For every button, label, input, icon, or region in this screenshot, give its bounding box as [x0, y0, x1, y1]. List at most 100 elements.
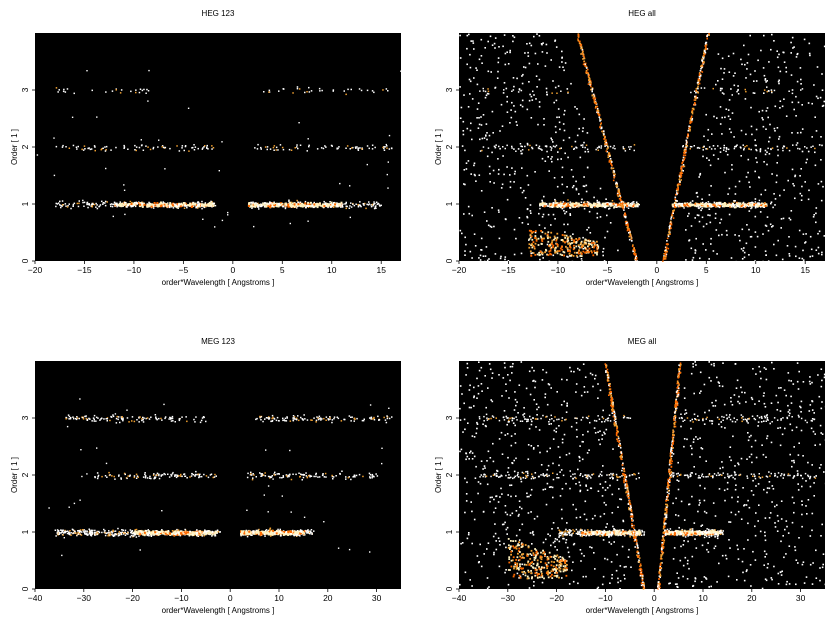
- data-point: [716, 205, 719, 208]
- data-point: [169, 206, 171, 209]
- data-point: [130, 531, 132, 534]
- data-point: [459, 34, 461, 37]
- data-point: [723, 144, 725, 147]
- data-point: [187, 107, 190, 109]
- data-point: [83, 530, 85, 533]
- data-point: [596, 253, 598, 256]
- data-point: [345, 93, 347, 96]
- data-point: [72, 532, 75, 534]
- data-point: [821, 89, 824, 91]
- data-point: [76, 202, 79, 205]
- data-point: [552, 244, 555, 247]
- data-point: [634, 204, 636, 207]
- data-point: [184, 145, 187, 147]
- data-point: [621, 203, 624, 205]
- x-tick-label: 5: [704, 265, 709, 275]
- data-point: [134, 149, 136, 151]
- data-point: [201, 200, 203, 203]
- data-point: [316, 148, 319, 150]
- data-point: [63, 88, 65, 91]
- data-point: [479, 150, 482, 152]
- data-point: [103, 531, 106, 533]
- data-point: [748, 147, 750, 150]
- data-point: [534, 52, 537, 55]
- data-point: [527, 51, 529, 54]
- data-point: [696, 97, 699, 99]
- data-point: [718, 205, 720, 208]
- data-point: [676, 193, 678, 195]
- data-point: [513, 173, 516, 175]
- plot-area: [459, 33, 825, 261]
- data-point: [575, 188, 578, 191]
- data-point: [789, 218, 792, 221]
- data-point: [519, 143, 522, 145]
- data-point: [298, 532, 301, 535]
- data-point: [555, 99, 558, 102]
- data-point: [635, 201, 638, 203]
- data-point: [227, 214, 229, 216]
- data-point: [768, 136, 771, 139]
- data-point: [92, 529, 94, 532]
- data-point: [746, 224, 748, 226]
- data-point: [521, 99, 524, 102]
- data-point: [530, 244, 532, 247]
- data-point: [563, 234, 566, 237]
- data-point: [754, 215, 757, 218]
- data-point: [135, 528, 138, 531]
- data-point: [593, 96, 595, 98]
- data-point: [708, 203, 711, 206]
- data-point: [564, 62, 567, 64]
- data-point: [800, 83, 802, 85]
- data-point: [566, 237, 569, 240]
- data-point: [664, 254, 667, 257]
- data-point: [754, 70, 756, 72]
- data-point: [476, 83, 479, 86]
- data-point: [811, 255, 814, 257]
- data-point: [628, 229, 631, 232]
- data-point: [194, 531, 197, 534]
- data-point: [506, 95, 508, 98]
- data-point: [597, 203, 600, 205]
- data-point: [551, 243, 553, 245]
- data-point: [788, 90, 790, 92]
- data-point: [744, 145, 746, 148]
- data-point: [753, 80, 755, 82]
- data-point: [492, 132, 494, 134]
- data-point: [598, 116, 601, 118]
- data-point: [781, 258, 784, 261]
- data-point: [697, 85, 699, 88]
- data-point: [823, 45, 826, 48]
- data-point: [177, 531, 180, 534]
- data-point: [478, 123, 481, 126]
- data-point: [288, 200, 290, 203]
- data-point: [586, 71, 589, 74]
- data-point: [541, 231, 544, 234]
- data-point: [727, 109, 730, 111]
- data-point: [130, 534, 133, 537]
- data-point: [553, 235, 556, 238]
- data-point: [134, 144, 136, 147]
- data-point: [572, 185, 575, 187]
- data-point: [616, 185, 618, 188]
- data-point: [800, 199, 803, 201]
- data-point: [332, 90, 334, 92]
- data-point: [142, 149, 145, 151]
- data-point: [555, 239, 558, 242]
- data-point: [759, 150, 762, 153]
- data-point: [280, 531, 283, 534]
- data-point: [753, 92, 756, 94]
- data-point: [593, 203, 596, 206]
- x-tick-label: 10: [327, 265, 337, 275]
- data-point: [706, 37, 708, 40]
- data-point: [329, 205, 332, 208]
- data-point: [708, 194, 711, 196]
- data-point: [708, 34, 710, 36]
- data-point: [685, 229, 687, 231]
- data-point: [129, 204, 132, 207]
- data-point: [96, 533, 98, 536]
- data-point: [161, 530, 164, 533]
- data-point: [800, 168, 802, 170]
- data-point: [763, 92, 765, 94]
- data-point: [359, 147, 361, 149]
- data-point: [104, 202, 106, 204]
